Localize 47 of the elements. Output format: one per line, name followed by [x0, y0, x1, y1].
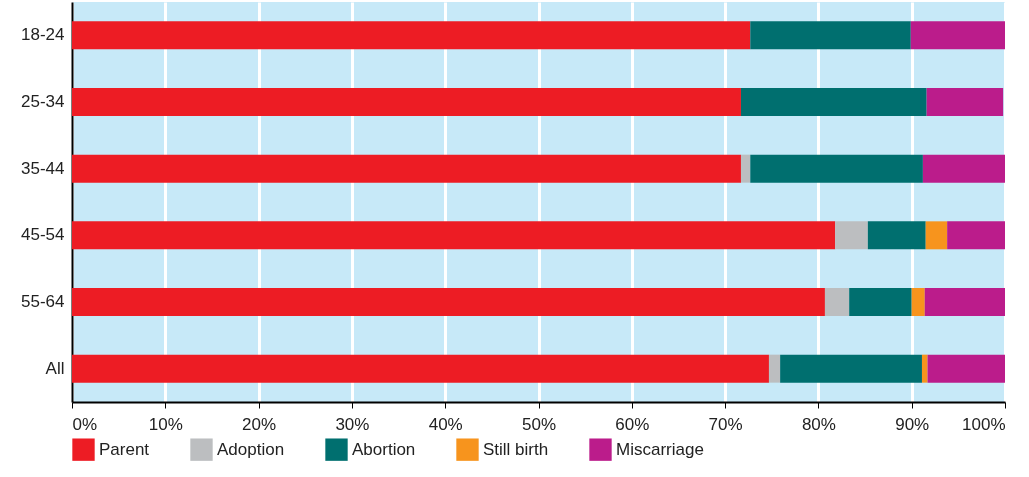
- bar: [72, 88, 741, 116]
- x-tick-label: 40%: [428, 414, 463, 434]
- legend-label: Adoption: [217, 439, 285, 459]
- bar: [911, 288, 925, 316]
- x-tick-label: 10%: [148, 414, 183, 434]
- legend-label: Miscarriage: [616, 439, 704, 459]
- bar: [922, 154, 1005, 183]
- y-tick-label: 18-24: [21, 25, 65, 45]
- legend-label: Still birth: [483, 439, 549, 459]
- bar: [835, 221, 868, 250]
- y-tick-label: 55-64: [21, 292, 65, 311]
- bar: [849, 288, 912, 316]
- legend-label: Abortion: [352, 439, 416, 459]
- bar: [927, 354, 1005, 383]
- bar: [750, 154, 923, 183]
- bar: [750, 21, 911, 50]
- x-tick-label: 70%: [708, 414, 743, 434]
- y-tick-label: 25-34: [21, 92, 65, 111]
- bar: [780, 354, 922, 383]
- bar: [910, 21, 1005, 50]
- bar: [740, 88, 927, 116]
- bar: [72, 221, 836, 250]
- x-tick-label: 100%: [962, 414, 1006, 434]
- bar: [924, 288, 1005, 316]
- bar: [740, 154, 751, 183]
- bar: [768, 354, 781, 383]
- x-tick-label: 60%: [615, 414, 650, 434]
- bar: [867, 221, 926, 250]
- y-tick-label: All: [45, 358, 65, 378]
- x-tick-label: 50%: [521, 414, 557, 434]
- bar: [72, 154, 741, 183]
- x-tick-label: 30%: [335, 414, 370, 434]
- bar: [947, 221, 1005, 250]
- x-tick-label: 80%: [801, 414, 836, 434]
- x-tick-label: 0%: [72, 414, 98, 434]
- legend-label: Parent: [99, 439, 150, 459]
- y-tick-label: 45-54: [21, 225, 65, 245]
- bar: [921, 354, 928, 383]
- bar: [824, 288, 850, 316]
- bar: [926, 88, 1004, 116]
- y-tick-label: 35-44: [21, 158, 65, 178]
- x-tick-label: 90%: [895, 414, 930, 434]
- bar: [925, 221, 948, 250]
- x-tick-label: 20%: [242, 414, 277, 434]
- bar: [72, 21, 751, 50]
- bar: [72, 354, 769, 383]
- bar: [72, 288, 825, 316]
